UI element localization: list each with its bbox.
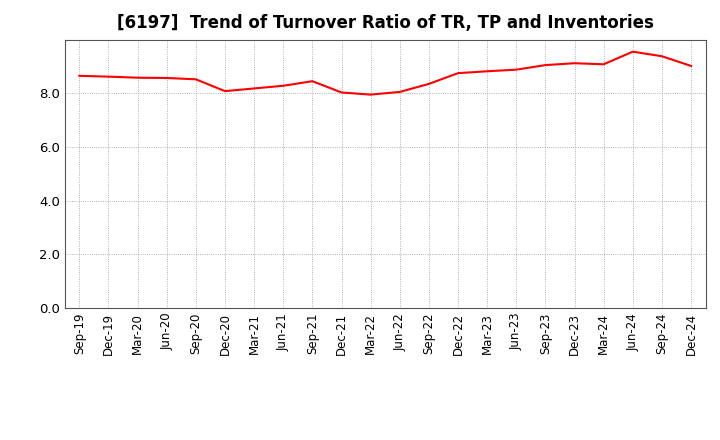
Trade Receivables (657, 54, 666, 59)
Trade Receivables (192, 77, 200, 82)
Trade Receivables (395, 89, 404, 95)
Trade Receivables (220, 88, 229, 94)
Trade Receivables (104, 74, 113, 79)
Trade Receivables (512, 67, 521, 72)
Title: [6197]  Trend of Turnover Ratio of TR, TP and Inventories: [6197] Trend of Turnover Ratio of TR, TP… (117, 15, 654, 33)
Trade Receivables (541, 62, 550, 68)
Trade Receivables (250, 86, 258, 91)
Trade Receivables (599, 62, 608, 67)
Line: Trade Receivables: Trade Receivables (79, 51, 691, 95)
Trade Receivables (279, 83, 287, 88)
Trade Receivables (454, 70, 462, 76)
Trade Receivables (629, 49, 637, 54)
Trade Receivables (366, 92, 375, 97)
Trade Receivables (483, 69, 492, 74)
Trade Receivables (687, 63, 696, 69)
Trade Receivables (75, 73, 84, 78)
Trade Receivables (133, 75, 142, 81)
Trade Receivables (425, 81, 433, 87)
Trade Receivables (163, 75, 171, 81)
Trade Receivables (308, 79, 317, 84)
Trade Receivables (570, 61, 579, 66)
Trade Receivables (337, 90, 346, 95)
